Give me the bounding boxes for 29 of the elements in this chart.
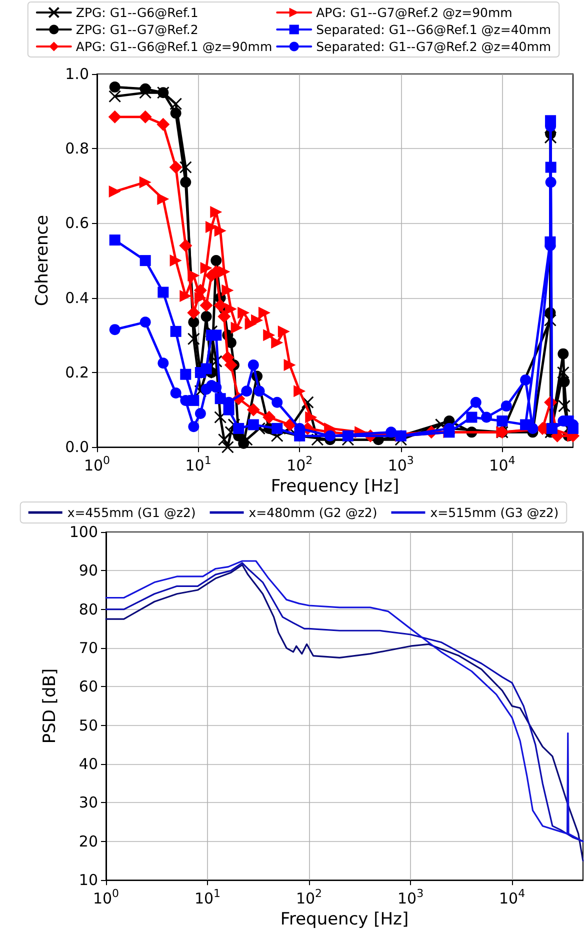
y-tick-label: 40 bbox=[78, 755, 98, 774]
legend-label: x=480mm (G2 @z2) bbox=[248, 505, 378, 520]
legend-label: ZPG: G1--G6@Ref.1 bbox=[76, 5, 198, 20]
legend-label: APG: G1--G7@Ref.2 @z=90mm bbox=[316, 5, 512, 20]
y-tick-label: 0.8 bbox=[65, 140, 89, 158]
x-axis-title: Frequency [Hz] bbox=[270, 476, 400, 496]
y-tick-label: 20 bbox=[78, 832, 98, 850]
y-tick-label: 30 bbox=[78, 794, 98, 812]
y-tick-label: 0.0 bbox=[65, 438, 89, 456]
legend-label: Separated: G1--G7@Ref.2 @z=40mm bbox=[316, 39, 552, 54]
y-axis-title: PSD [dB] bbox=[40, 668, 60, 744]
y-tick-label: 60 bbox=[78, 678, 98, 696]
y-axis-title: Coherence bbox=[32, 214, 52, 306]
y-tick-label: 1.0 bbox=[65, 65, 89, 83]
legend-label: ZPG: G1--G7@Ref.2 bbox=[76, 22, 198, 37]
y-tick-label: 0.4 bbox=[65, 288, 89, 307]
legend-label: x=455mm (G1 @z2) bbox=[67, 505, 196, 520]
x-axis-title: Frequency [Hz] bbox=[280, 910, 409, 930]
legend-label: APG: G1--G6@Ref.1 @z=90mm bbox=[76, 39, 272, 54]
y-tick-label: 90 bbox=[78, 562, 98, 580]
y-tick-label: 0.6 bbox=[65, 214, 89, 232]
legend-label: Separated: G1--G6@Ref.1 @z=40mm bbox=[316, 22, 552, 37]
y-tick-label: 100 bbox=[69, 523, 98, 541]
y-tick-label: 70 bbox=[78, 639, 98, 658]
legend-label: x=515mm (G3 @z2) bbox=[430, 505, 559, 520]
y-tick-label: 0.2 bbox=[65, 363, 89, 382]
y-tick-label: 80 bbox=[78, 600, 98, 618]
y-tick-label: 10 bbox=[78, 871, 98, 890]
y-tick-label: 50 bbox=[78, 716, 98, 734]
